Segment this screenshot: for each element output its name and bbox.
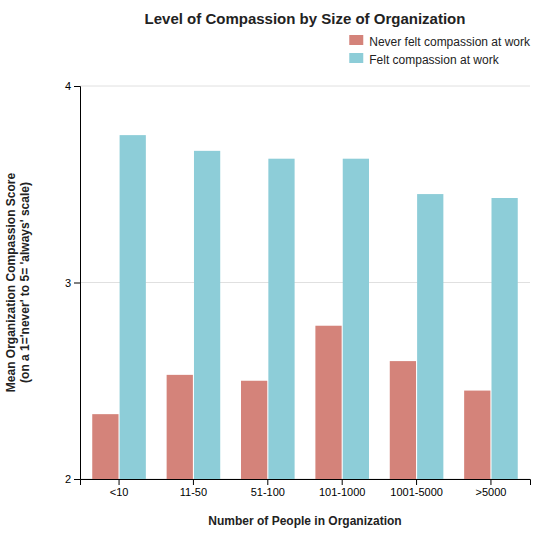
x-tick: 1001-5000 bbox=[390, 479, 443, 498]
legend-label: Never felt compassion at work bbox=[369, 35, 531, 49]
bar bbox=[241, 381, 267, 479]
bar bbox=[92, 414, 118, 479]
y-tick: 2 bbox=[65, 473, 80, 485]
bar bbox=[491, 198, 517, 479]
y-axis-title-line: (on a 1='never' to 5= 'always' scale) bbox=[18, 182, 32, 383]
bar bbox=[167, 375, 193, 479]
x-tick: <10 bbox=[110, 479, 129, 498]
x-tick-mark bbox=[193, 479, 194, 485]
bar bbox=[315, 326, 341, 479]
x-tick: 51-100 bbox=[251, 479, 285, 498]
y-tick-mark bbox=[74, 479, 80, 480]
x-tick-label: 51-100 bbox=[251, 486, 285, 498]
legend-label: Felt compassion at work bbox=[369, 53, 499, 67]
y-tick: 4 bbox=[65, 80, 80, 92]
x-tick-mark bbox=[119, 479, 120, 485]
bar bbox=[120, 135, 146, 479]
x-tick-mark bbox=[490, 479, 491, 485]
x-tick-label: 11-50 bbox=[180, 486, 207, 498]
bar bbox=[343, 159, 369, 479]
x-tick-label: <10 bbox=[110, 486, 129, 498]
x-tick-label: 101-1000 bbox=[319, 486, 366, 498]
legend: Never felt compassion at work Felt compas… bbox=[349, 35, 531, 67]
y-axis-line bbox=[74, 87, 81, 480]
y-tick-label: 2 bbox=[65, 473, 71, 485]
x-tick: >5000 bbox=[475, 479, 506, 498]
chart: 2 3 4 <10 11-50 51-100 101-1000 1001-5000 >5000 L… bbox=[0, 0, 550, 543]
grid-line bbox=[80, 282, 530, 283]
bars bbox=[92, 135, 517, 479]
bar bbox=[464, 391, 490, 479]
bar bbox=[194, 151, 220, 479]
bar-series bbox=[120, 135, 518, 479]
y-tick-label: 4 bbox=[65, 80, 71, 92]
y-tick: 3 bbox=[65, 277, 80, 289]
title: Level of Compassion by Size of Organizat… bbox=[145, 10, 466, 27]
legend-item: Never felt compassion at work bbox=[349, 35, 531, 49]
y-axis-title: Mean Organization Compassion Score(on a … bbox=[4, 172, 32, 392]
legend-item: Felt compassion at work bbox=[349, 53, 499, 67]
x-tick-mark bbox=[416, 479, 417, 485]
y-tick-mark bbox=[74, 86, 80, 87]
legend-swatch bbox=[349, 35, 363, 45]
y-axis-title-line: Mean Organization Compassion Score bbox=[4, 172, 18, 392]
grid-line bbox=[80, 86, 530, 87]
x-tick: 101-1000 bbox=[319, 479, 366, 498]
y-tick-mark bbox=[74, 283, 80, 284]
y-tick-label: 3 bbox=[65, 277, 71, 289]
x-tick-mark bbox=[267, 479, 268, 485]
x-axis-line bbox=[81, 480, 531, 486]
bar bbox=[390, 361, 416, 479]
x-axis: <10 11-50 51-100 101-1000 1001-5000 >5000 bbox=[81, 479, 531, 498]
x-axis-title: Number of People in Organization bbox=[208, 514, 401, 528]
x-tick-label: 1001-5000 bbox=[390, 486, 443, 498]
bar bbox=[417, 194, 443, 479]
bar bbox=[268, 159, 294, 479]
y-axis: 2 3 4 bbox=[65, 80, 81, 485]
grid bbox=[80, 86, 530, 479]
x-tick-label: >5000 bbox=[475, 486, 506, 498]
x-tick: 11-50 bbox=[180, 479, 207, 498]
x-tick-mark bbox=[342, 479, 343, 485]
legend-swatch bbox=[349, 53, 363, 63]
